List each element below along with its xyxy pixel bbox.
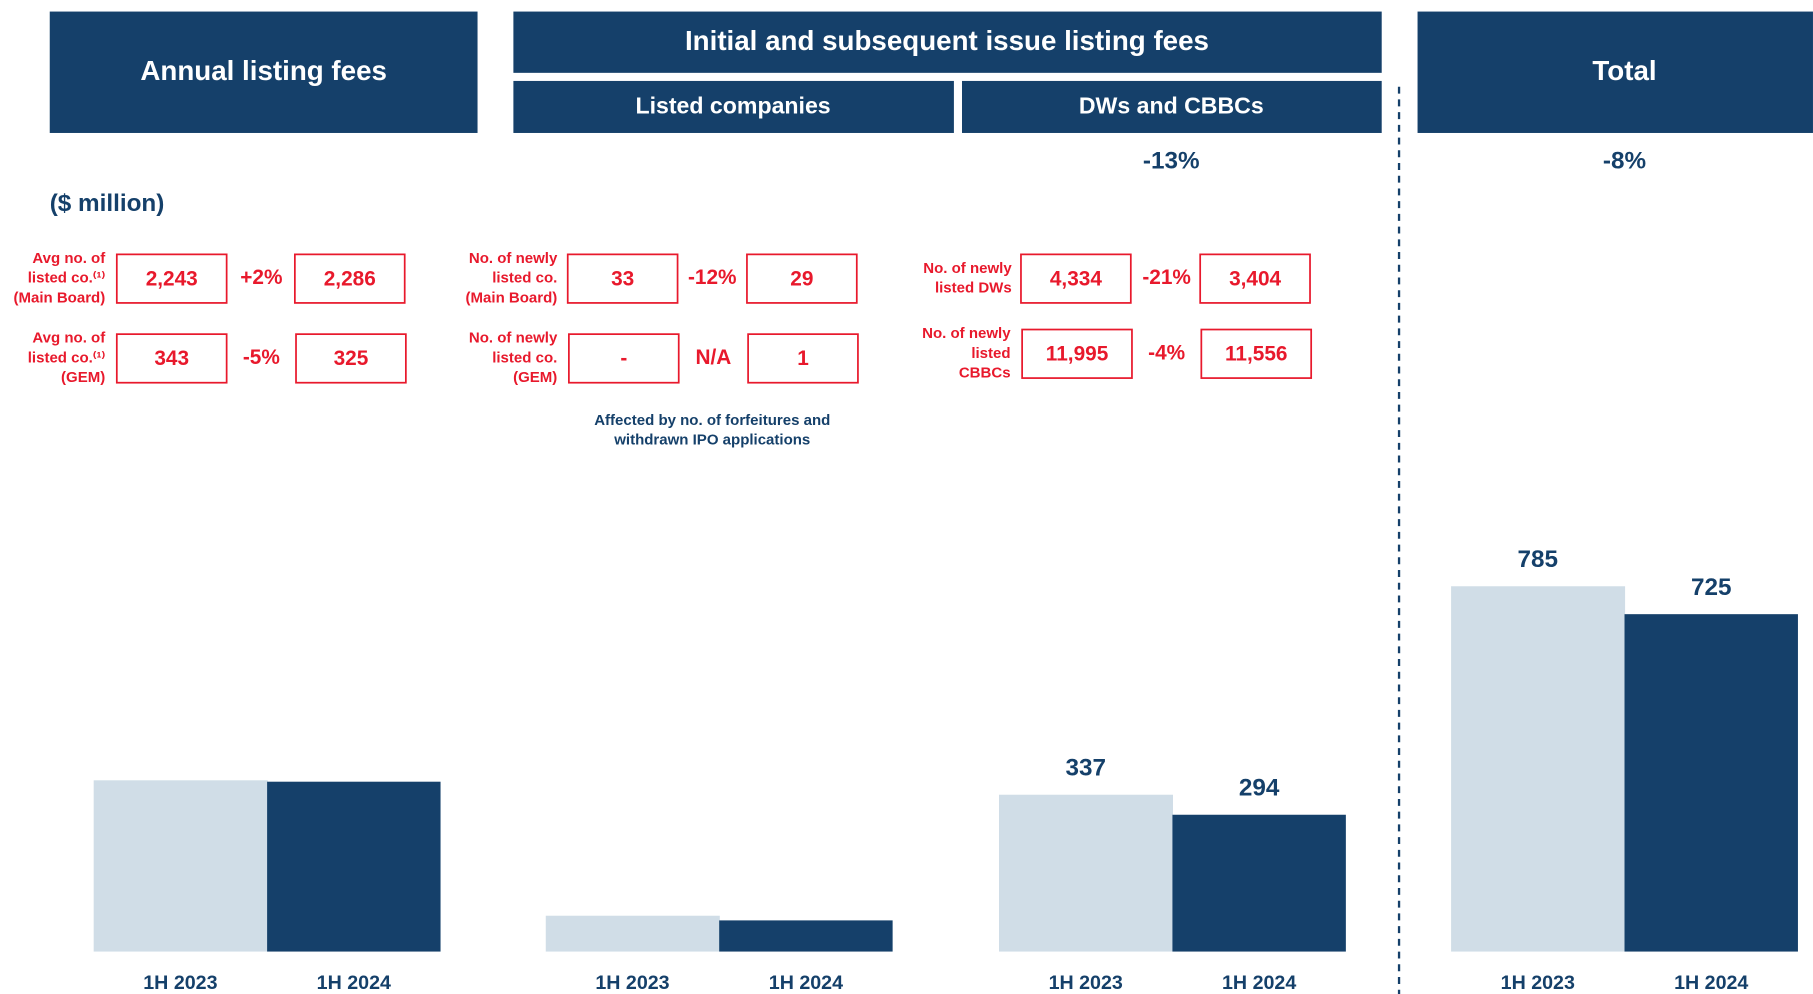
kpi-box: [1020, 253, 1132, 304]
header-box: [961, 80, 1382, 133]
kpi-label: (Main Board): [466, 289, 558, 306]
bar: [1172, 814, 1346, 952]
kpi-box: [747, 333, 859, 384]
kpi-change: N/A: [695, 346, 731, 369]
kpi-change: -21%: [1142, 266, 1191, 289]
x-tick-label: 1H 2024: [317, 972, 391, 994]
data-label: 725: [1691, 574, 1732, 601]
kpi-label: (GEM): [61, 369, 105, 386]
x-tick-label: 1H 2023: [1049, 972, 1123, 994]
kpi-label: No. of newly: [923, 260, 1012, 277]
bar: [1624, 614, 1798, 952]
kpi-label: listed co.: [492, 270, 557, 287]
kpi-label: (GEM): [513, 369, 557, 386]
header: Listed companies: [635, 93, 830, 119]
header-box: [1417, 11, 1813, 133]
kpi-label: (Main Board): [13, 289, 105, 306]
data-label: 785: [1518, 546, 1559, 573]
kpi-label: Avg no. of: [32, 330, 106, 347]
data-label: 337: [1065, 755, 1106, 782]
kpi-value: 11,995: [1046, 342, 1108, 365]
kpi-value: 343: [154, 347, 189, 370]
x-tick-label: 1H 2024: [1222, 972, 1296, 994]
bar: [545, 915, 720, 952]
header: DWs and CBBCs: [1079, 93, 1264, 119]
kpi-value: 33: [611, 267, 634, 290]
kpi-label: listed co.⁽¹⁾: [28, 349, 106, 366]
header: Annual listing fees: [140, 55, 387, 86]
kpi-value: 11,556: [1225, 342, 1287, 365]
x-tick-label: 1H 2023: [595, 972, 669, 994]
kpi-label: listed co.⁽¹⁾: [28, 270, 106, 287]
header-box: [513, 80, 954, 133]
bar: [267, 781, 441, 952]
x-tick-label: 1H 2024: [769, 972, 843, 994]
kpi-label: No. of newly: [922, 325, 1011, 342]
x-tick-label: 1H 2023: [143, 972, 217, 994]
kpi-value: 4,334: [1050, 267, 1102, 290]
kpi-box: [1021, 328, 1133, 379]
kpi-label: listed co.: [492, 349, 557, 366]
kpi-box: [566, 253, 679, 304]
header-box: [49, 11, 478, 133]
kpi-value: -: [620, 347, 627, 370]
bar: [998, 794, 1174, 952]
kpi-label: listed DWs: [935, 279, 1012, 296]
kpi-value: 325: [334, 347, 369, 370]
kpi-change: -5%: [243, 346, 280, 369]
unit-label: ($ million): [50, 190, 165, 217]
note: withdrawn IPO applications: [613, 431, 810, 448]
kpi-change: -4%: [1148, 341, 1185, 364]
bar: [1451, 586, 1626, 952]
kpi-label: No. of newly: [469, 330, 558, 347]
kpi-box: [1199, 253, 1311, 304]
kpi-label: No. of newly: [469, 250, 558, 267]
kpi-label: listed: [971, 345, 1010, 362]
kpi-value: 3,404: [1229, 267, 1281, 290]
bar: [719, 920, 893, 952]
kpi-change: -12%: [688, 266, 737, 289]
bar: [93, 780, 268, 952]
kpi-box: [1200, 328, 1313, 379]
note: Affected by no. of forfeitures and: [594, 412, 830, 429]
change-label: -13%: [1143, 147, 1200, 174]
kpi-change: +2%: [240, 266, 282, 289]
kpi-box: [568, 333, 680, 384]
kpi-value: 29: [790, 267, 813, 290]
kpi-box: [746, 253, 858, 304]
x-tick-label: 1H 2024: [1674, 972, 1748, 994]
kpi-box: [293, 253, 406, 304]
x-tick-label: 1H 2023: [1501, 972, 1575, 994]
kpi-value: 2,243: [146, 267, 198, 290]
kpi-label: CBBCs: [959, 364, 1011, 381]
kpi-box: [295, 333, 407, 384]
kpi-value: 2,286: [324, 267, 376, 290]
kpi-label: Avg no. of: [32, 250, 106, 267]
kpi-box: [115, 253, 228, 304]
data-label: 294: [1239, 775, 1280, 802]
kpi-box: [115, 333, 228, 384]
header: Total: [1592, 55, 1656, 86]
header: Initial and subsequent issue listing fee…: [685, 25, 1209, 56]
header-box: [513, 11, 1382, 73]
change-label: -8%: [1603, 147, 1646, 174]
kpi-value: 1: [797, 347, 809, 370]
